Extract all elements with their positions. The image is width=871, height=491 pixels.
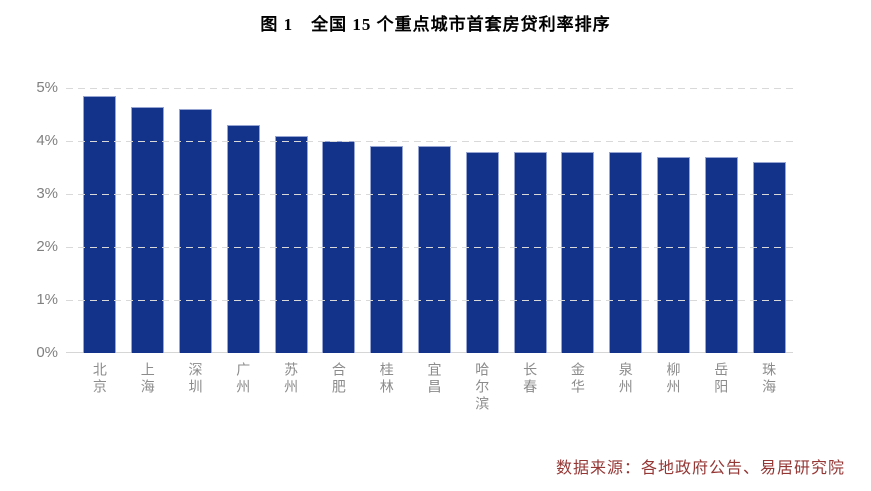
gridline-1pct [66,300,793,301]
bar-band [363,88,411,353]
x-label-珠海: 珠海 [761,362,778,396]
bar-苏州 [274,135,308,353]
y-tick-label-0pct: 0% [36,344,58,361]
y-tick-label-2pct: 2% [36,238,58,255]
bar-哈尔滨 [465,151,499,353]
bar-band [697,88,745,353]
bar-岳阳 [704,156,738,353]
x-label-泉州: 泉州 [617,362,634,396]
y-tick-label-3pct: 3% [36,185,58,202]
x-label-桂林: 桂林 [378,362,395,396]
y-tick-label-1pct: 1% [36,291,58,308]
x-label-广州: 广州 [235,362,252,396]
gridline-2pct [66,247,793,248]
bar-band [745,88,793,353]
y-tick-label-5pct: 5% [36,79,58,96]
bar-band [554,88,602,353]
bar-金华 [561,151,595,353]
bar-band [650,88,698,353]
x-label-金华: 金华 [569,362,586,396]
chart-title: 图 1 全国 15 个重点城市首套房贷利率排序 [260,15,611,34]
x-label-深圳: 深圳 [187,362,204,396]
bar-band [315,88,363,353]
gridline-5pct [66,88,793,89]
x-label-长春: 长春 [522,362,539,396]
x-label-北京: 北京 [91,362,108,396]
bar-band [76,88,124,353]
bar-珠海 [752,162,786,353]
x-label-岳阳: 岳阳 [713,362,730,396]
x-label-柳州: 柳州 [665,362,682,396]
y-tick-label-4pct: 4% [36,132,58,149]
bar-柳州 [656,156,690,353]
bar-上海 [131,106,165,353]
bar-band [458,88,506,353]
x-axis-category-labels: 北京 上海 深圳 广州 苏州 合肥 桂林 宜昌 哈尔滨 长春 金华 泉州 柳州 岳阳 珠海 [76,362,793,432]
bar-广州 [226,125,260,353]
bar-桂林 [370,146,404,353]
bar-band [267,88,315,353]
bar-band [602,88,650,353]
bar-长春 [513,151,547,353]
x-label-上海: 上海 [139,362,156,396]
bar-宜昌 [417,146,451,353]
gridline-3pct [66,194,793,195]
bar-band [219,88,267,353]
bar-series [66,88,793,353]
bar-band [172,88,220,353]
gridline-4pct [66,141,793,142]
x-label-宜昌: 宜昌 [426,362,443,396]
bar-深圳 [178,109,212,353]
bar-band [506,88,554,353]
bar-泉州 [609,151,643,353]
bar-北京 [83,95,117,353]
data-source-note: 数据来源：各地政府公告、易居研究院 [555,460,845,477]
x-label-哈尔滨: 哈尔滨 [474,362,491,413]
plot-area [66,88,793,353]
bar-band [124,88,172,353]
x-label-合肥: 合肥 [330,362,347,396]
bar-band [411,88,459,353]
x-label-苏州: 苏州 [283,362,300,396]
